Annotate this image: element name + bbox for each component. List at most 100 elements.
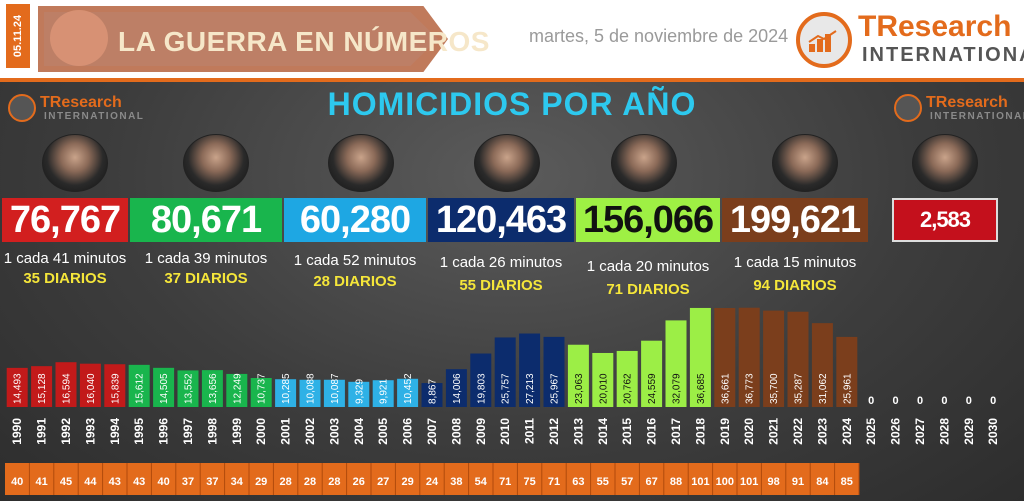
bar-value-label: 24,559 bbox=[647, 373, 658, 404]
daily-average-row bbox=[5, 463, 859, 495]
bar bbox=[6, 367, 28, 407]
year-tick-label: 2021 bbox=[767, 418, 781, 445]
bar bbox=[104, 364, 126, 407]
bar-value-label: 13,656 bbox=[208, 373, 219, 404]
bar bbox=[836, 336, 858, 407]
logo-word-international: INTERNATIONAL bbox=[44, 111, 145, 122]
year-tick-label: 2011 bbox=[523, 418, 537, 444]
tresearch-logo-icon bbox=[894, 94, 922, 122]
bar-value-label: 23,063 bbox=[574, 373, 585, 404]
year-tick-label: 1990 bbox=[10, 418, 24, 445]
term-total: 80,671 bbox=[150, 198, 262, 241]
bar-value-label: 9,329 bbox=[354, 379, 365, 404]
bar-value-label: 0 bbox=[990, 395, 996, 407]
daily-average-value: 38 bbox=[450, 476, 462, 488]
logo-word-tresearch: TResearch bbox=[40, 94, 122, 111]
term-daily: 35 DIARIOS bbox=[23, 270, 107, 287]
bar bbox=[275, 379, 297, 407]
bar bbox=[494, 337, 516, 407]
bar bbox=[543, 336, 565, 407]
year-tick-label: 2004 bbox=[352, 418, 366, 445]
bar bbox=[641, 340, 663, 407]
year-tick-label: 2020 bbox=[742, 418, 756, 445]
bar bbox=[445, 369, 467, 407]
watermark-logo-right: TResearch INTERNATIONAL bbox=[894, 94, 1024, 124]
title-banner-inner bbox=[44, 12, 438, 66]
year-tick-label: 2005 bbox=[376, 418, 390, 445]
term-total-box: 76,767 bbox=[2, 198, 128, 242]
bar-value-label: 12,249 bbox=[232, 373, 243, 404]
daily-average-value: 40 bbox=[11, 476, 23, 488]
daily-average-value: 71 bbox=[499, 476, 511, 488]
term-daily: 71 DIARIOS bbox=[606, 281, 690, 298]
daily-average-value: 57 bbox=[621, 476, 633, 488]
term-total: 2,583 bbox=[919, 207, 971, 232]
year-tick-label: 1991 bbox=[35, 418, 49, 445]
daily-average-value: 43 bbox=[109, 476, 121, 488]
daily-average-value: 29 bbox=[401, 476, 413, 488]
year-tick-label: 2029 bbox=[962, 418, 976, 445]
bar bbox=[665, 320, 687, 407]
year-tick-label: 1992 bbox=[59, 418, 73, 445]
daily-average-value: 67 bbox=[645, 476, 657, 488]
year-tick-label: 2002 bbox=[303, 418, 317, 445]
year-tick-label: 2006 bbox=[401, 418, 415, 445]
bar-value-label: 0 bbox=[966, 395, 972, 407]
term-total-box: 120,463 bbox=[428, 198, 574, 242]
bar bbox=[348, 381, 370, 407]
bar-value-label: 19,803 bbox=[476, 373, 487, 404]
year-tick-label: 2022 bbox=[791, 418, 805, 445]
daily-average-value: 91 bbox=[792, 476, 804, 488]
daily-average-value: 28 bbox=[304, 476, 316, 488]
year-tick-label: 2009 bbox=[474, 418, 488, 445]
banner-title: LA GUERRA EN NÚMEROS bbox=[118, 26, 490, 57]
bar-value-label: 14,505 bbox=[159, 373, 170, 404]
daily-average-value: 37 bbox=[206, 476, 218, 488]
logo-word-tresearch: TResearch bbox=[926, 94, 1008, 111]
daily-average-value: 44 bbox=[84, 476, 97, 488]
bar bbox=[567, 344, 589, 407]
daily-average-value: 84 bbox=[816, 476, 829, 488]
president-photo-amlo bbox=[611, 134, 677, 192]
bar bbox=[299, 379, 321, 407]
year-tick-label: 2024 bbox=[840, 418, 854, 445]
daily-average-value: 26 bbox=[353, 476, 365, 488]
bar bbox=[738, 307, 760, 407]
bar-value-label: 0 bbox=[868, 395, 874, 407]
bar-value-label: 10,452 bbox=[403, 373, 414, 404]
term-rate: 1 cada 39 minutos bbox=[144, 250, 268, 267]
bar bbox=[616, 350, 638, 407]
term-daily: 37 DIARIOS bbox=[164, 270, 248, 287]
term-rate: 1 cada 52 minutos bbox=[293, 252, 417, 269]
president-photo-fox bbox=[183, 134, 249, 192]
logo-word-tresearch: TResearch bbox=[858, 10, 1012, 43]
bar-value-label: 16,040 bbox=[86, 373, 97, 404]
daily-average-value: 41 bbox=[35, 476, 47, 488]
year-tick-label: 2026 bbox=[889, 418, 903, 445]
bar bbox=[519, 333, 541, 407]
year-tick-label: 2018 bbox=[693, 418, 707, 445]
term-rate: 1 cada 20 minutos bbox=[586, 258, 710, 275]
term-daily: 94 DIARIOS bbox=[753, 277, 837, 294]
bar-value-label: 13,552 bbox=[184, 373, 195, 404]
bar-value-label: 35,700 bbox=[769, 373, 780, 404]
term-total-box: 2,583 bbox=[892, 198, 998, 242]
daily-average-value: 40 bbox=[157, 476, 169, 488]
term-total-box: 199,621 bbox=[722, 198, 868, 242]
president-photo-zedillo bbox=[42, 134, 108, 192]
daily-average-value: 88 bbox=[670, 476, 682, 488]
bar bbox=[55, 362, 77, 407]
year-tick-label: 2028 bbox=[937, 418, 951, 445]
bar-value-label: 0 bbox=[917, 395, 923, 407]
date-tab: 05.11.24 bbox=[6, 4, 30, 68]
daily-average-value: 75 bbox=[523, 476, 535, 488]
year-tick-label: 1995 bbox=[132, 418, 146, 445]
year-tick-label: 2025 bbox=[864, 418, 878, 445]
term-total: 120,463 bbox=[435, 198, 567, 241]
daily-average-value: 54 bbox=[475, 476, 488, 488]
year-tick-label: 2014 bbox=[596, 418, 610, 445]
year-tick-label: 2030 bbox=[986, 418, 1000, 445]
bar bbox=[177, 370, 199, 407]
